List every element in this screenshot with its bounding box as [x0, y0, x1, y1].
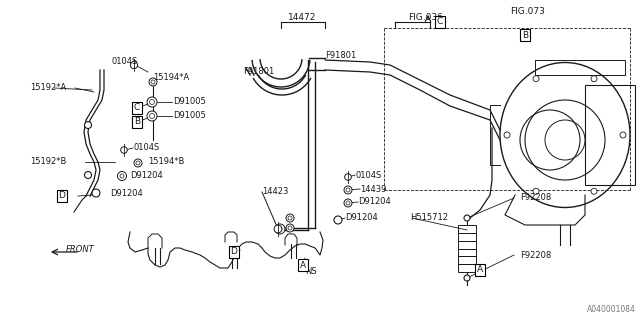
Circle shape	[344, 199, 352, 207]
Text: F92208: F92208	[520, 194, 551, 203]
Circle shape	[151, 80, 155, 84]
Text: D91204: D91204	[345, 213, 378, 222]
Circle shape	[84, 172, 92, 179]
Text: 14439: 14439	[360, 185, 387, 194]
Circle shape	[504, 132, 510, 138]
Bar	[458, 264, 476, 272]
Text: 0104S: 0104S	[133, 143, 159, 153]
Text: FIG.073: FIG.073	[510, 7, 545, 17]
Text: D91005: D91005	[173, 98, 205, 107]
Text: 14423: 14423	[262, 188, 289, 196]
Text: 15192*A: 15192*A	[30, 84, 67, 92]
Circle shape	[346, 201, 350, 205]
Circle shape	[120, 174, 124, 178]
Circle shape	[533, 76, 539, 82]
Bar	[458, 249, 476, 256]
Text: C: C	[134, 103, 140, 113]
Circle shape	[92, 189, 100, 197]
Bar	[458, 256, 476, 264]
Circle shape	[134, 159, 142, 167]
Circle shape	[121, 147, 127, 153]
Text: A: A	[300, 260, 306, 269]
Text: D: D	[230, 247, 237, 257]
Text: FRONT: FRONT	[66, 245, 95, 254]
Text: B: B	[522, 30, 528, 39]
Circle shape	[533, 188, 539, 194]
Text: D91204: D91204	[358, 197, 391, 206]
Circle shape	[464, 275, 470, 281]
Circle shape	[591, 76, 597, 82]
Text: 15194*B: 15194*B	[148, 157, 184, 166]
Circle shape	[147, 111, 157, 121]
Circle shape	[150, 100, 154, 105]
Text: A: A	[477, 266, 483, 275]
Circle shape	[136, 161, 140, 165]
Bar	[535, 60, 625, 75]
Text: 14472: 14472	[288, 13, 316, 22]
Text: F91801: F91801	[243, 68, 275, 76]
Circle shape	[334, 216, 342, 224]
Circle shape	[286, 214, 294, 222]
Circle shape	[344, 186, 352, 194]
Text: D91005: D91005	[173, 111, 205, 121]
Text: D91204: D91204	[130, 172, 163, 180]
Circle shape	[620, 132, 626, 138]
Bar	[585, 85, 635, 185]
Text: C: C	[437, 18, 443, 27]
Circle shape	[345, 174, 351, 180]
Circle shape	[147, 97, 157, 107]
Circle shape	[84, 122, 92, 129]
Circle shape	[149, 78, 157, 86]
Text: B: B	[134, 117, 140, 126]
Circle shape	[150, 114, 154, 118]
Circle shape	[288, 226, 292, 230]
Text: H515712: H515712	[410, 213, 448, 222]
Circle shape	[591, 188, 597, 194]
Text: F92208: F92208	[520, 251, 551, 260]
Text: 0104S: 0104S	[112, 58, 138, 67]
Text: 0104S: 0104S	[355, 171, 381, 180]
Circle shape	[278, 227, 282, 231]
Circle shape	[274, 225, 282, 233]
Circle shape	[131, 61, 138, 68]
Circle shape	[346, 188, 350, 192]
Text: D: D	[59, 191, 65, 201]
Bar	[458, 225, 476, 233]
Circle shape	[118, 172, 127, 180]
Text: NS: NS	[305, 268, 317, 276]
Bar	[458, 233, 476, 241]
Circle shape	[275, 224, 285, 234]
Text: F91801: F91801	[325, 51, 356, 60]
Text: 15194*A: 15194*A	[153, 74, 189, 83]
Circle shape	[288, 216, 292, 220]
Text: 15192*B: 15192*B	[30, 157, 67, 166]
Text: FIG.036: FIG.036	[408, 13, 443, 22]
Bar	[458, 241, 476, 249]
Circle shape	[464, 215, 470, 221]
Text: A040001084: A040001084	[587, 305, 636, 314]
Circle shape	[286, 224, 294, 232]
Text: D91204: D91204	[110, 188, 143, 197]
